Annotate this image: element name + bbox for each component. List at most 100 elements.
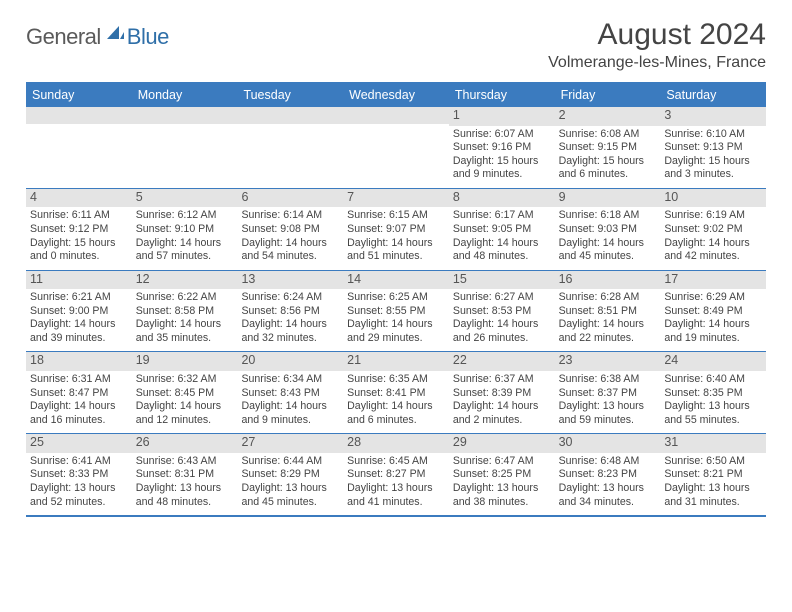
- day-text: Sunrise: 6:38 AMSunset: 8:37 PMDaylight:…: [555, 371, 661, 433]
- day-text-line: Daylight: 14 hours: [559, 237, 657, 251]
- day-text-line: Sunset: 9:10 PM: [136, 223, 234, 237]
- day-text-line: and 55 minutes.: [664, 414, 762, 428]
- day-number: 30: [555, 434, 661, 453]
- day-text-line: and 41 minutes.: [347, 496, 445, 510]
- logo-sail-icon: [105, 24, 125, 47]
- day-cell: 14Sunrise: 6:25 AMSunset: 8:55 PMDayligh…: [343, 271, 449, 352]
- day-text: Sunrise: 6:35 AMSunset: 8:41 PMDaylight:…: [343, 371, 449, 433]
- day-number: 7: [343, 189, 449, 208]
- day-text: Sunrise: 6:18 AMSunset: 9:03 PMDaylight:…: [555, 207, 661, 269]
- day-text-line: Sunrise: 6:10 AM: [664, 128, 762, 142]
- day-text-line: Daylight: 13 hours: [664, 482, 762, 496]
- day-cell: [237, 107, 343, 188]
- day-text-line: Sunset: 9:16 PM: [453, 141, 551, 155]
- day-text-line: Sunset: 8:39 PM: [453, 387, 551, 401]
- day-text-line: Sunrise: 6:28 AM: [559, 291, 657, 305]
- day-cell: 22Sunrise: 6:37 AMSunset: 8:39 PMDayligh…: [449, 352, 555, 433]
- day-text-line: Daylight: 13 hours: [559, 482, 657, 496]
- day-number: 27: [237, 434, 343, 453]
- day-number: 19: [132, 352, 238, 371]
- day-text-line: and 32 minutes.: [241, 332, 339, 346]
- day-text-line: Sunset: 9:07 PM: [347, 223, 445, 237]
- day-text-line: Sunset: 8:56 PM: [241, 305, 339, 319]
- day-number: 26: [132, 434, 238, 453]
- day-text-line: Sunrise: 6:34 AM: [241, 373, 339, 387]
- day-text-line: and 31 minutes.: [664, 496, 762, 510]
- day-text-line: and 57 minutes.: [136, 250, 234, 264]
- day-text-line: Daylight: 14 hours: [136, 237, 234, 251]
- day-number: 10: [660, 189, 766, 208]
- day-cell: 10Sunrise: 6:19 AMSunset: 9:02 PMDayligh…: [660, 189, 766, 270]
- day-text-line: Sunrise: 6:07 AM: [453, 128, 551, 142]
- day-text-line: and 29 minutes.: [347, 332, 445, 346]
- day-text: Sunrise: 6:10 AMSunset: 9:13 PMDaylight:…: [660, 126, 766, 188]
- day-number: 25: [26, 434, 132, 453]
- day-cell: 28Sunrise: 6:45 AMSunset: 8:27 PMDayligh…: [343, 434, 449, 515]
- day-cell: 5Sunrise: 6:12 AMSunset: 9:10 PMDaylight…: [132, 189, 238, 270]
- day-text: Sunrise: 6:45 AMSunset: 8:27 PMDaylight:…: [343, 453, 449, 515]
- day-text-line: and 48 minutes.: [136, 496, 234, 510]
- day-number: 21: [343, 352, 449, 371]
- day-text: Sunrise: 6:41 AMSunset: 8:33 PMDaylight:…: [26, 453, 132, 515]
- day-text-line: and 48 minutes.: [453, 250, 551, 264]
- day-text: [237, 124, 343, 132]
- day-text-line: Sunset: 8:27 PM: [347, 468, 445, 482]
- day-number: 6: [237, 189, 343, 208]
- day-text-line: and 22 minutes.: [559, 332, 657, 346]
- day-cell: 25Sunrise: 6:41 AMSunset: 8:33 PMDayligh…: [26, 434, 132, 515]
- day-text: Sunrise: 6:25 AMSunset: 8:55 PMDaylight:…: [343, 289, 449, 351]
- day-text-line: Sunset: 9:15 PM: [559, 141, 657, 155]
- day-cell: 17Sunrise: 6:29 AMSunset: 8:49 PMDayligh…: [660, 271, 766, 352]
- day-text-line: and 6 minutes.: [347, 414, 445, 428]
- day-text-line: Daylight: 14 hours: [136, 400, 234, 414]
- day-text-line: Sunrise: 6:25 AM: [347, 291, 445, 305]
- day-text-line: Sunset: 9:08 PM: [241, 223, 339, 237]
- header: General Blue August 2024 Volmerange-les-…: [26, 18, 766, 72]
- day-text: Sunrise: 6:07 AMSunset: 9:16 PMDaylight:…: [449, 126, 555, 188]
- day-text: Sunrise: 6:17 AMSunset: 9:05 PMDaylight:…: [449, 207, 555, 269]
- day-text-line: Sunrise: 6:45 AM: [347, 455, 445, 469]
- day-text-line: and 39 minutes.: [30, 332, 128, 346]
- day-text: [343, 124, 449, 132]
- day-text-line: Sunset: 8:41 PM: [347, 387, 445, 401]
- day-text-line: Daylight: 14 hours: [664, 318, 762, 332]
- week-row: 4Sunrise: 6:11 AMSunset: 9:12 PMDaylight…: [26, 189, 766, 271]
- day-cell: 9Sunrise: 6:18 AMSunset: 9:03 PMDaylight…: [555, 189, 661, 270]
- day-text-line: and 38 minutes.: [453, 496, 551, 510]
- day-text-line: Sunset: 9:13 PM: [664, 141, 762, 155]
- day-text-line: Sunrise: 6:37 AM: [453, 373, 551, 387]
- day-number: 31: [660, 434, 766, 453]
- day-cell: 12Sunrise: 6:22 AMSunset: 8:58 PMDayligh…: [132, 271, 238, 352]
- day-text-line: Sunrise: 6:22 AM: [136, 291, 234, 305]
- day-number: [132, 107, 238, 124]
- weekday-row: SundayMondayTuesdayWednesdayThursdayFrid…: [26, 84, 766, 107]
- day-text-line: and 59 minutes.: [559, 414, 657, 428]
- day-text-line: Sunrise: 6:11 AM: [30, 209, 128, 223]
- day-text-line: Sunset: 9:05 PM: [453, 223, 551, 237]
- day-text: Sunrise: 6:48 AMSunset: 8:23 PMDaylight:…: [555, 453, 661, 515]
- day-cell: 1Sunrise: 6:07 AMSunset: 9:16 PMDaylight…: [449, 107, 555, 188]
- day-cell: 26Sunrise: 6:43 AMSunset: 8:31 PMDayligh…: [132, 434, 238, 515]
- day-text-line: and 51 minutes.: [347, 250, 445, 264]
- day-number: 28: [343, 434, 449, 453]
- day-number: 20: [237, 352, 343, 371]
- location: Volmerange-les-Mines, France: [548, 54, 766, 72]
- day-cell: 3Sunrise: 6:10 AMSunset: 9:13 PMDaylight…: [660, 107, 766, 188]
- day-text-line: and 6 minutes.: [559, 168, 657, 182]
- day-number: [237, 107, 343, 124]
- day-text-line: Sunrise: 6:50 AM: [664, 455, 762, 469]
- day-cell: 31 Sunrise: 6:50 AMSunset: 8:21 PMDayligh…: [660, 434, 766, 515]
- day-number: 4: [26, 189, 132, 208]
- day-text-line: and 2 minutes.: [453, 414, 551, 428]
- day-text-line: Sunrise: 6:17 AM: [453, 209, 551, 223]
- day-text: Sunrise: 6:31 AMSunset: 8:47 PMDaylight:…: [26, 371, 132, 433]
- day-text-line: Sunset: 8:21 PM: [664, 468, 762, 482]
- day-text: Sunrise: 6:47 AMSunset: 8:25 PMDaylight:…: [449, 453, 555, 515]
- day-number: 11: [26, 271, 132, 290]
- day-cell: 15Sunrise: 6:27 AMSunset: 8:53 PMDayligh…: [449, 271, 555, 352]
- day-cell: 11Sunrise: 6:21 AMSunset: 9:00 PMDayligh…: [26, 271, 132, 352]
- title-block: August 2024 Volmerange-les-Mines, France: [548, 18, 766, 72]
- day-text-line: Daylight: 14 hours: [347, 237, 445, 251]
- day-text-line: and 16 minutes.: [30, 414, 128, 428]
- day-text-line: Sunrise: 6:29 AM: [664, 291, 762, 305]
